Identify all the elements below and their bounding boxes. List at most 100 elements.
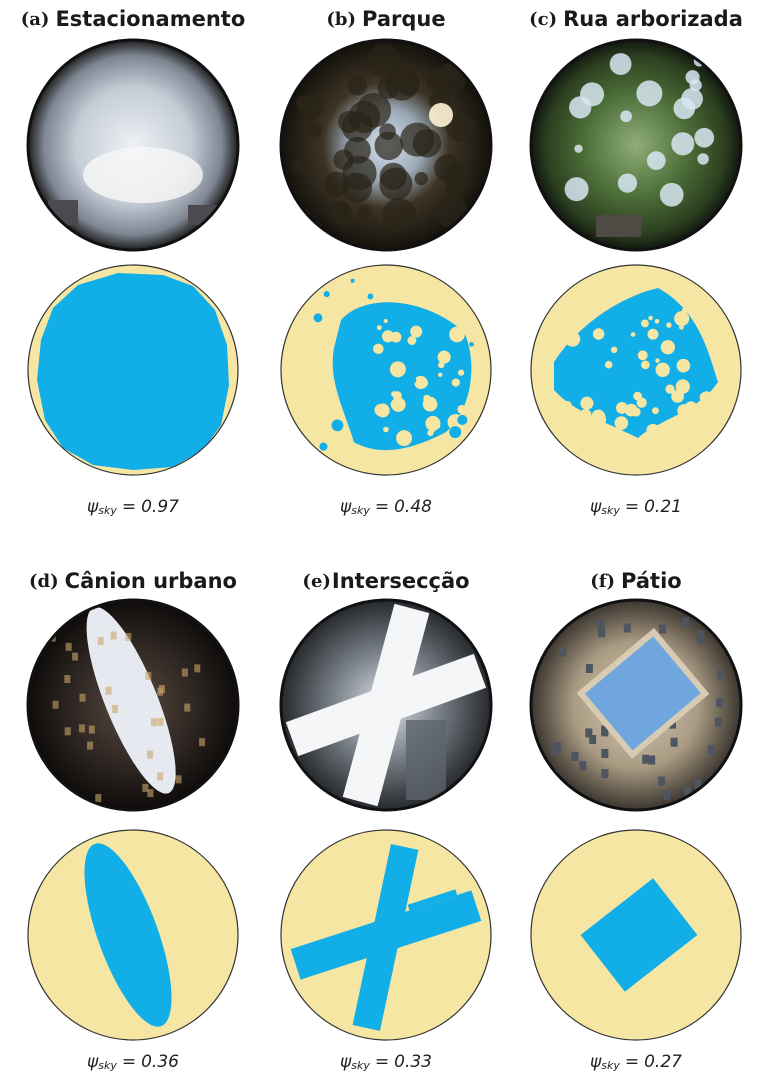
sky-speck bbox=[350, 278, 355, 283]
psi-operator: = bbox=[625, 497, 639, 517]
window bbox=[707, 745, 715, 755]
occlusion bbox=[641, 360, 650, 370]
foliage bbox=[341, 111, 373, 143]
foliage bbox=[295, 95, 310, 110]
sky-speck bbox=[368, 428, 381, 440]
sky-speck bbox=[323, 290, 330, 298]
sky-patch bbox=[574, 144, 583, 153]
window bbox=[157, 772, 164, 781]
window bbox=[601, 727, 609, 737]
panel-label: (b) bbox=[326, 9, 356, 30]
sky-patch bbox=[620, 110, 632, 123]
occlusion bbox=[437, 350, 451, 364]
window bbox=[663, 790, 671, 800]
sky-speck bbox=[435, 394, 445, 404]
photo-rim bbox=[26, 598, 240, 812]
sky-view-factor: ψsky = 0.36 bbox=[87, 1052, 179, 1072]
occlusion bbox=[677, 404, 691, 418]
panel-title: Estacionamento bbox=[55, 7, 245, 31]
occlusion bbox=[651, 407, 659, 415]
sky-speck bbox=[354, 349, 363, 358]
occlusion bbox=[604, 360, 613, 369]
occlusion bbox=[376, 325, 382, 331]
sky-speck bbox=[457, 414, 468, 425]
panel-title: Pátio bbox=[621, 569, 682, 593]
foliage bbox=[357, 204, 372, 220]
window bbox=[716, 698, 724, 708]
mask-rim bbox=[530, 264, 742, 476]
occlusion bbox=[624, 403, 638, 417]
panel-heading: (d) Cânion urbano bbox=[29, 569, 237, 593]
sky-patch bbox=[609, 53, 632, 75]
occlusion bbox=[675, 379, 690, 394]
occlusion bbox=[690, 305, 703, 319]
window bbox=[157, 717, 164, 726]
panel-title: Parque bbox=[362, 7, 446, 31]
panel: (a) Estacionamento ψsky = 0.97 bbox=[21, 7, 246, 517]
occlusion bbox=[554, 406, 569, 421]
sky-speck bbox=[366, 396, 378, 407]
window bbox=[684, 786, 692, 796]
mask-content bbox=[281, 830, 491, 1040]
panel-heading: (c) Rua arborizada bbox=[529, 7, 743, 31]
occlusion bbox=[648, 315, 653, 321]
panel-heading: (b) Parque bbox=[326, 7, 445, 31]
occlusion bbox=[561, 311, 574, 323]
window bbox=[52, 700, 59, 709]
occlusion bbox=[637, 350, 648, 361]
sky-speck bbox=[367, 293, 374, 300]
window bbox=[554, 742, 562, 752]
foliage bbox=[414, 172, 428, 186]
occlusion bbox=[559, 430, 566, 438]
occlusion bbox=[381, 330, 395, 343]
window bbox=[682, 617, 690, 627]
mask-content bbox=[281, 265, 491, 475]
occlusion bbox=[681, 307, 689, 314]
sky-speck bbox=[449, 426, 462, 439]
occlusion bbox=[655, 362, 670, 378]
window bbox=[694, 779, 702, 789]
occlusion bbox=[700, 426, 706, 432]
sky-speck bbox=[319, 442, 328, 451]
window bbox=[95, 794, 102, 803]
sky-view-factor: ψsky = 0.27 bbox=[590, 1052, 682, 1072]
window bbox=[125, 632, 132, 641]
foliage bbox=[446, 112, 476, 142]
occlusion bbox=[646, 423, 660, 438]
fisheye-photo bbox=[279, 38, 493, 252]
occlusion bbox=[417, 377, 428, 389]
window bbox=[88, 725, 95, 734]
window bbox=[157, 687, 164, 696]
occlusion bbox=[665, 384, 675, 394]
occlusion bbox=[640, 319, 649, 328]
sky-mask bbox=[530, 264, 742, 476]
sky-patch bbox=[694, 127, 715, 148]
window bbox=[658, 776, 666, 786]
fisheye-photo bbox=[279, 598, 493, 812]
occlusion bbox=[610, 346, 618, 354]
sky-mask bbox=[530, 829, 742, 1041]
sky-speck bbox=[471, 289, 479, 298]
sky-speck bbox=[313, 313, 323, 323]
mask-content bbox=[28, 830, 238, 1040]
sky-slit bbox=[86, 607, 176, 794]
sky bbox=[576, 627, 710, 759]
psi-operator: = bbox=[375, 1052, 389, 1072]
occlusion bbox=[396, 430, 413, 447]
panel: (d) Cânion urbano ψsky = 0.36 bbox=[26, 569, 240, 1072]
window bbox=[64, 727, 71, 736]
sky-speck bbox=[331, 419, 344, 432]
occlusion bbox=[694, 413, 701, 420]
sky-area bbox=[332, 302, 472, 451]
sky-mask bbox=[280, 264, 492, 476]
window bbox=[105, 686, 112, 695]
window bbox=[585, 663, 593, 673]
psi-subscript: sky bbox=[351, 1059, 370, 1072]
window bbox=[585, 728, 593, 738]
mask-rim bbox=[280, 264, 492, 476]
mask-content bbox=[531, 265, 741, 475]
panel-heading: (a) Estacionamento bbox=[21, 7, 246, 31]
occlusion bbox=[660, 339, 675, 355]
panel-title: Cânion urbano bbox=[65, 569, 237, 593]
